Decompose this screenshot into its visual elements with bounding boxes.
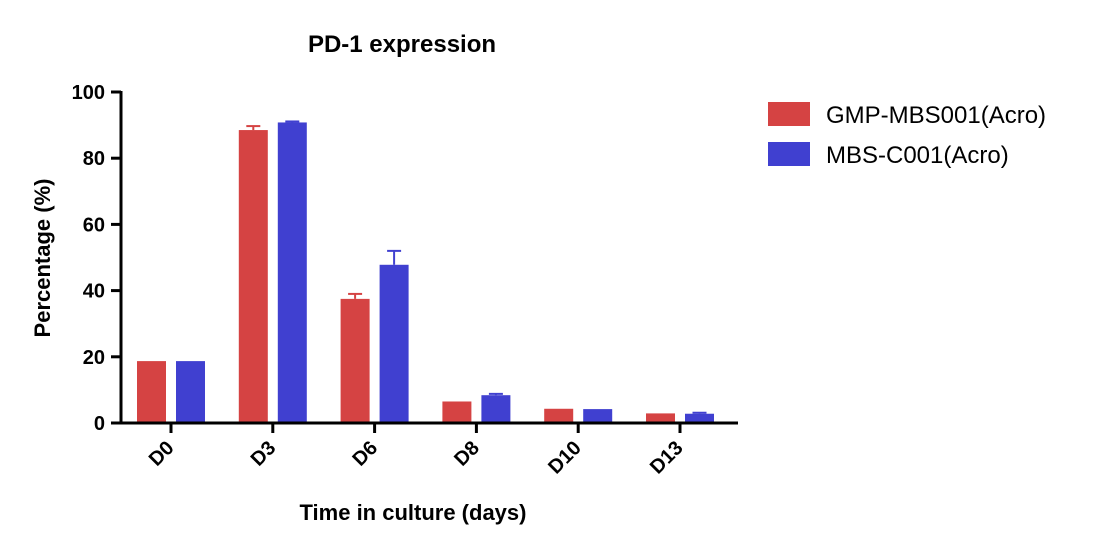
- legend: GMP-MBS001(Acro) MBS-C001(Acro): [768, 102, 1046, 169]
- legend-label: GMP-MBS001(Acro): [826, 102, 1046, 129]
- x-tick-label: D8: [450, 437, 484, 471]
- y-tick-label: 0: [94, 413, 105, 435]
- x-tick-label: D13: [646, 437, 688, 479]
- bar: [481, 395, 511, 423]
- bar: [685, 413, 714, 423]
- bar: [277, 122, 307, 424]
- x-tick-label: D0: [145, 437, 179, 471]
- bar: [583, 409, 613, 423]
- x-tick-label: D6: [348, 437, 382, 471]
- bar: [137, 361, 166, 423]
- y-tick-label: 60: [83, 214, 105, 236]
- legend-swatch: [768, 102, 810, 126]
- bar: [379, 264, 409, 423]
- bar: [238, 130, 268, 423]
- bar: [544, 408, 574, 423]
- legend-label: MBS-C001(Acro): [826, 142, 1009, 169]
- bar: [442, 401, 472, 423]
- x-axis-label: Time in culture (days): [300, 500, 527, 525]
- y-tick-label: 100: [72, 82, 105, 104]
- chart-title: PD-1 expression: [308, 31, 496, 58]
- y-axis-label: Percentage (%): [30, 179, 55, 338]
- y-tick-label: 80: [83, 148, 105, 170]
- plot-area: 0 20 40 60 80 100 D0 D3 D6 D8 D10 D13: [72, 82, 738, 478]
- y-tick-label: 20: [83, 347, 105, 369]
- x-tick-label: D3: [247, 437, 281, 471]
- legend-swatch: [768, 142, 810, 166]
- x-tick-label: D10: [544, 437, 586, 479]
- y-tick-label: 40: [83, 281, 105, 303]
- bar: [176, 361, 205, 423]
- bar: [646, 413, 675, 423]
- bar: [340, 298, 370, 423]
